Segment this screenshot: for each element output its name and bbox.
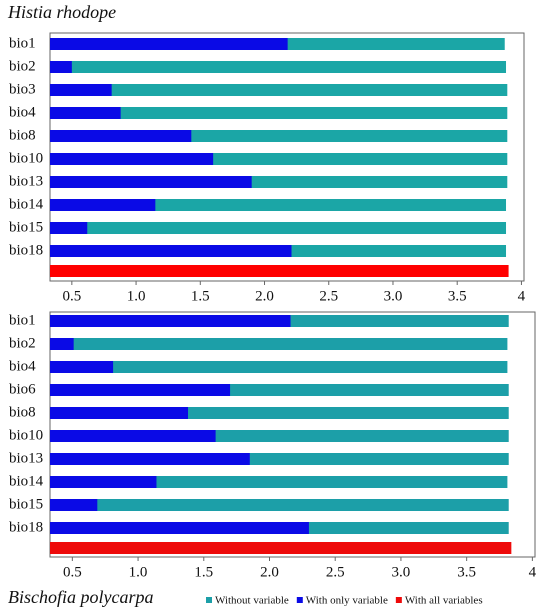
bar: [50, 61, 72, 73]
bar: [50, 199, 507, 211]
bar: [50, 361, 508, 373]
x-tick-label: 2.5: [326, 564, 345, 580]
bar: [50, 338, 508, 350]
bar: [50, 476, 508, 488]
bar: [50, 222, 88, 234]
bar: [50, 107, 121, 119]
category-label: bio2: [9, 335, 36, 351]
bar: [50, 199, 156, 211]
legend-label: With all variables: [405, 595, 483, 607]
category-label: bio13: [9, 450, 43, 466]
chart-title: Bischofia polycarpa: [8, 587, 153, 607]
legend-swatch: [206, 597, 212, 603]
category-label: bio14: [9, 473, 44, 489]
total-bar: [50, 542, 512, 554]
category-label: bio1: [9, 312, 36, 328]
category-label: bio4: [9, 358, 36, 374]
legend-swatch: [296, 597, 303, 603]
legend-label: Without variable: [215, 595, 289, 607]
bar: [50, 499, 509, 511]
bar: [50, 430, 216, 442]
category-label: bio18: [9, 242, 43, 258]
category-label: bio8: [9, 404, 36, 420]
x-tick-label: 2.5: [319, 288, 338, 304]
legend-label: With only variable: [306, 595, 388, 607]
x-tick-label: 1.0: [127, 288, 146, 304]
x-tick-label: 1.5: [191, 288, 210, 304]
bar: [50, 315, 291, 327]
category-label: bio1: [9, 35, 36, 51]
x-tick-label: 3.0: [392, 564, 411, 580]
x-tick-label: 0.5: [62, 288, 81, 304]
total-bar: [50, 265, 509, 277]
chart-title: Histia rhodope: [7, 2, 116, 22]
category-label: bio13: [9, 173, 43, 189]
x-tick-label: 3.0: [384, 288, 403, 304]
bar: [50, 245, 292, 257]
bar: [50, 361, 114, 373]
bar: [50, 38, 288, 50]
x-tick-label: 2.0: [260, 564, 279, 580]
bar: [50, 61, 507, 73]
bar: [50, 338, 74, 350]
category-label: bio4: [9, 104, 36, 120]
bar: [50, 453, 250, 465]
x-tick-label: 4: [529, 564, 537, 580]
category-label: bio14: [9, 196, 44, 212]
category-label: bio10: [9, 427, 43, 443]
bar: [50, 153, 214, 165]
category-label: bio6: [9, 381, 36, 397]
bar: [50, 476, 157, 488]
x-tick-label: 3.5: [448, 288, 467, 304]
bar: [50, 522, 309, 534]
bar: [50, 84, 508, 96]
x-tick-label: 0.5: [63, 564, 82, 580]
category-label: bio15: [9, 496, 43, 512]
bar: [50, 222, 507, 234]
x-tick-label: 2.0: [255, 288, 274, 304]
category-label: bio18: [9, 519, 43, 535]
bar: [50, 499, 98, 511]
category-label: bio3: [9, 81, 36, 97]
bar: [50, 130, 192, 142]
x-tick-label: 1.0: [129, 564, 148, 580]
bar: [50, 107, 508, 119]
bar: [50, 176, 252, 188]
category-label: bio8: [9, 127, 36, 143]
x-tick-label: 1.5: [194, 564, 213, 580]
legend-swatch: [395, 597, 402, 603]
category-label: bio2: [9, 58, 36, 74]
x-tick-label: 3.5: [457, 564, 476, 580]
category-label: bio10: [9, 150, 43, 166]
bar: [50, 84, 112, 96]
bar: [50, 407, 189, 419]
bar: [50, 384, 231, 396]
x-tick-label: 4: [518, 288, 526, 304]
category-label: bio15: [9, 219, 43, 235]
